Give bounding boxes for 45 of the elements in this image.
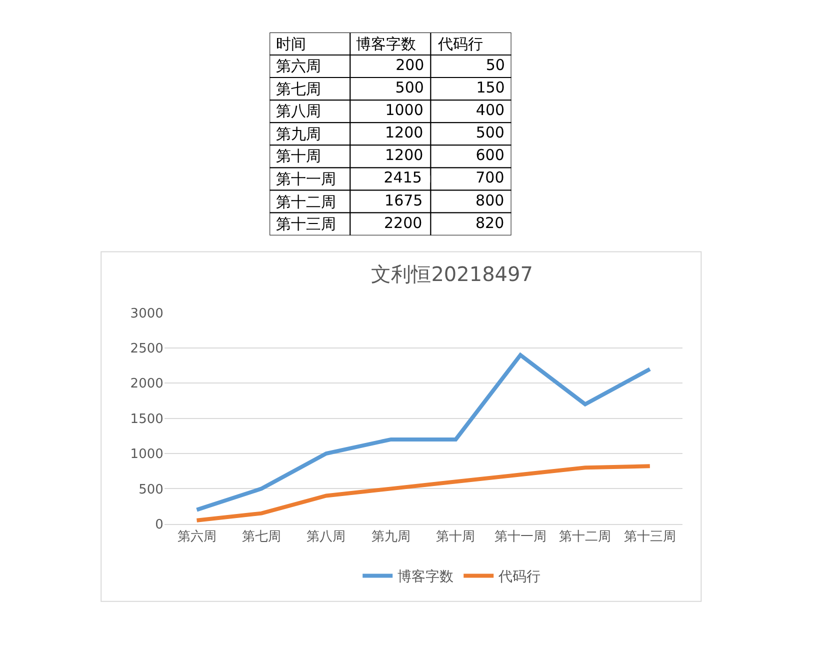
y-tick-label: 1500: [130, 412, 164, 427]
line-series: [194, 464, 652, 522]
x-tick-label: 第十三周: [624, 529, 676, 544]
x-tick-label: 第七周: [242, 529, 281, 544]
y-tick-label: 3000: [130, 306, 164, 322]
y-axis-title: 时间: [276, 35, 306, 53]
data-label: 2415: [384, 168, 422, 187]
y-tick-label: 0: [155, 517, 164, 532]
data-label: 400: [476, 101, 505, 120]
x-tick-label: 第十一周: [494, 529, 546, 544]
y-tick-label: 第七周: [276, 80, 321, 98]
data-label: 800: [476, 191, 504, 210]
y-tick-label: 第十三周: [276, 215, 336, 233]
y-tick-label: 第十二周: [276, 193, 336, 211]
data-label: 150: [476, 78, 505, 97]
data-label: 500: [476, 124, 504, 142]
data-label: 820: [476, 214, 504, 232]
y-tick-label: 2500: [130, 342, 164, 357]
x-tick-label: 第六周: [177, 529, 216, 544]
x-tick-label: 第十二周: [559, 529, 612, 544]
line-series: [194, 353, 652, 512]
y-tick-label: 1000: [130, 447, 164, 462]
y-tick-label: 第十一周: [276, 170, 336, 188]
data-label: 1000: [385, 101, 424, 120]
data-label: 200: [396, 56, 424, 74]
data-label: 1675: [384, 191, 423, 210]
x-tick-label: 第九周: [371, 529, 410, 544]
chart-title: 文利恒20218497: [371, 262, 533, 286]
x-tick-label: 第八周: [306, 529, 346, 544]
y-tick-label: 500: [138, 482, 164, 498]
y-tick-label: 2000: [130, 376, 164, 392]
data-label: 1200: [385, 146, 424, 164]
data-label: 1200: [385, 124, 424, 142]
y-tick-label: 第九周: [276, 125, 321, 143]
data-label: 2200: [384, 214, 422, 232]
y-tick-label: 第八周: [276, 102, 321, 120]
data-label: 700: [476, 168, 504, 187]
x-tick-label: 第十周: [436, 529, 476, 544]
data-label: 500: [395, 78, 424, 97]
legend-label: 博客字数: [398, 569, 454, 586]
y-tick-label: 第六周: [276, 57, 321, 75]
data-label: 600: [476, 146, 504, 164]
legend-label: 代码行: [498, 569, 541, 586]
y-tick-label: 第十周: [276, 147, 321, 165]
data-label: 50: [486, 56, 505, 74]
